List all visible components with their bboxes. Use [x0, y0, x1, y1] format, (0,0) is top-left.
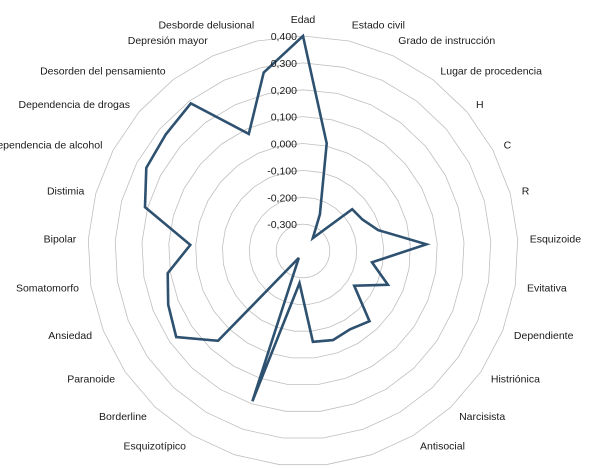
category-label: Ansiedad [48, 330, 92, 342]
grid-ring-7 [114, 62, 492, 439]
grid-ring-2 [248, 196, 358, 305]
tick-label: 0,100 [271, 112, 297, 124]
category-label: Depresión mayor [128, 35, 208, 47]
tick-label: 0,000 [271, 139, 297, 151]
category-label: Esquizoide [530, 234, 582, 246]
category-label: Lugar de procedencia [440, 65, 542, 77]
category-label: Dependencia de alcohol [0, 140, 102, 152]
category-label: C [504, 140, 512, 152]
category-labels: Edad Estado civil Grado de instrucción Luga… [0, 14, 581, 468]
grid-ring-6 [141, 89, 465, 412]
grid-ring-8 [87, 35, 519, 466]
category-label: Bipolar [44, 234, 77, 246]
tick-label: -0,300 [267, 219, 297, 231]
category-label: H [476, 99, 484, 111]
category-label: Dependencia de drogas [18, 99, 130, 111]
category-label: Esquizotípico [124, 441, 187, 453]
category-label: Grado de instrucción [398, 35, 495, 47]
category-label: Somatomorfo [16, 283, 79, 295]
category-label: Histriónica [491, 373, 540, 385]
grid-ring-1 [275, 223, 331, 279]
category-label: Desorden del pensamiento [40, 65, 166, 77]
category-label: Edad [291, 14, 316, 26]
grid-ring-3 [222, 169, 384, 332]
series-line [143, 33, 431, 402]
grid-ring-4 [195, 143, 411, 359]
tick-label: -0,200 [267, 192, 297, 204]
category-label: Paranoide [67, 373, 115, 385]
grid-ring-5 [168, 116, 438, 386]
category-label: Antisocial [420, 441, 465, 453]
category-label: Distimia [47, 185, 84, 197]
category-label: Borderline [99, 411, 147, 423]
radial-tick-labels: 0,400 0,300 0,200 0,100 0,000 -0,100 -0,200 -0,… [267, 31, 297, 231]
tick-label: 0,400 [271, 31, 297, 43]
category-label: R [522, 185, 530, 197]
category-label: Dependiente [514, 330, 574, 342]
tick-label: 0,300 [271, 58, 297, 70]
category-label: Evitativa [527, 283, 567, 295]
category-label: Narcisista [459, 411, 505, 423]
radar-series [143, 33, 431, 402]
tick-label: 0,200 [271, 85, 297, 97]
category-label: Estado civil [352, 19, 405, 31]
radar-grid [87, 35, 519, 466]
tick-label: -0,100 [267, 165, 297, 177]
category-label: Desborde delusional [158, 19, 254, 31]
